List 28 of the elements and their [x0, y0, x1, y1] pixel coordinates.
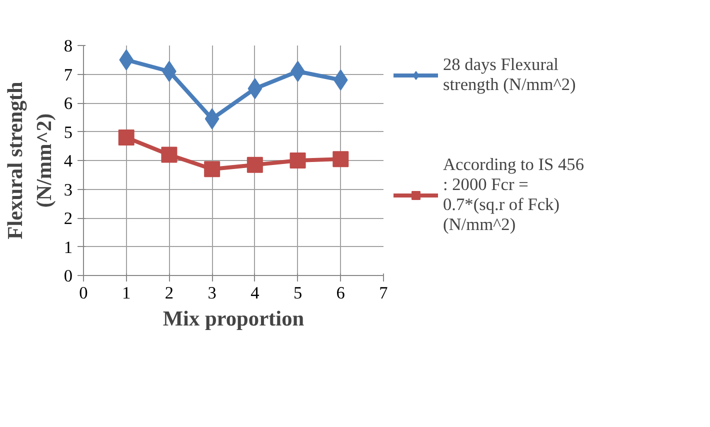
x-tick-label: 2: [164, 284, 174, 302]
y-tick-label: 4: [64, 152, 73, 170]
point: [204, 161, 220, 178]
y-tick-label: 1: [64, 238, 73, 257]
y-tick-label: 3: [64, 180, 73, 200]
x-tick-label: 1: [122, 284, 131, 302]
legend-label: According to IS 456 : 2000 Fcr = 0.7*(sq.r of Fck) (N/mm^2): [443, 155, 584, 235]
x-tick-label: 3: [208, 284, 216, 302]
x-tick-label: 6: [336, 284, 346, 302]
point: [290, 152, 306, 168]
y-tick-label: 7: [64, 65, 73, 84]
point: [161, 146, 178, 163]
x-tick-label: 0: [79, 284, 88, 302]
x-tick-label: 4: [250, 284, 260, 302]
legend-label: 28 days Flexural strength (N/mm^2): [443, 55, 576, 95]
y-tick-label: 8: [64, 36, 73, 56]
point: [246, 156, 263, 173]
x-tick-label: 7: [379, 284, 388, 302]
y-tick-label: 0: [64, 266, 73, 286]
y-axis-title: Flexural strength (N/mm^2): [3, 81, 56, 240]
point: [118, 130, 134, 146]
y-tick-label: 6: [64, 94, 73, 113]
x-tick-label: 5: [293, 284, 302, 302]
point: [332, 151, 349, 168]
point: [333, 70, 348, 90]
y-tick-label: 2: [64, 209, 73, 228]
y-tick-label: 5: [64, 122, 73, 142]
x-axis-title: Mix proportion: [162, 306, 304, 330]
